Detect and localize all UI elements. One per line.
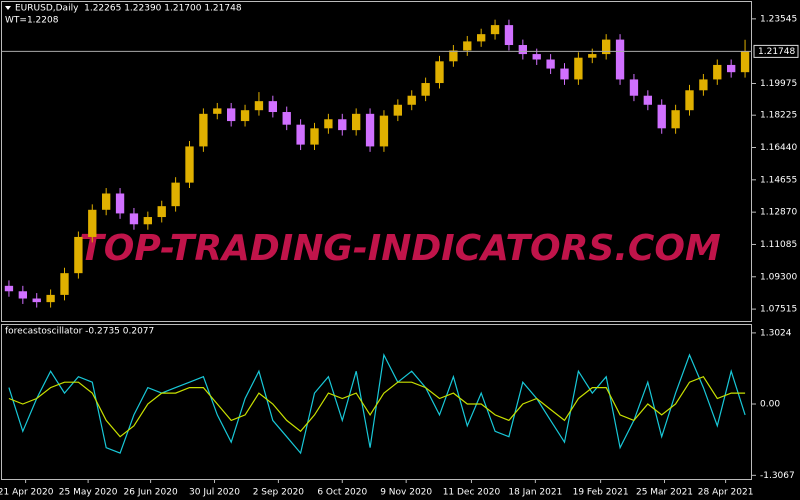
candle-body [407,95,416,105]
y-tick-label: 1.14655 [760,175,797,185]
candle-body [421,83,430,96]
candle-body [18,291,27,299]
x-tick-label: 28 Apr 2021 [698,488,754,498]
candle-body [282,112,291,125]
candle-body [393,104,402,116]
candle-body [352,113,361,131]
x-tick-label: 6 Oct 2020 [317,488,367,498]
x-tick-label: 21 Apr 2020 [0,488,54,498]
candle-body [338,119,347,131]
y-tick-label: 1.18225 [760,111,797,121]
candle-body [435,61,444,84]
oscillator-line [8,352,746,455]
y-tick-label: 1.11085 [760,240,797,250]
oscillator-panel [1,324,752,480]
y-tick-label: 1.23545 [760,14,797,24]
annotation: WT=1.2208 [5,16,59,26]
x-tick-label: 25 Mar 2021 [636,488,693,498]
candle-body [310,128,319,145]
candle-body [365,113,375,147]
x-tick-label: 2 Sep 2020 [253,488,305,498]
candle-body [240,110,250,122]
price-panel [1,1,752,322]
candle-body [546,59,555,69]
last-price-label: 1.21748 [758,47,795,57]
candle-body [477,34,486,42]
candle-body [32,298,41,303]
oscillator-title: forecastoscillator -0.2735 0.2077 [5,327,154,337]
menu-arrow[interactable] [5,6,11,10]
candle-body [602,39,611,55]
candle-body [629,79,639,96]
candle-body [115,193,125,214]
candle-body [296,124,305,145]
candle-body [185,146,194,183]
chart-title: EURUSD,Daily 1.22265 1.22390 1.21700 1.2… [15,4,242,14]
candle-body [574,57,583,80]
y-tick-label: 0.00 [760,399,780,409]
candle-body [740,51,750,73]
candle-body [102,193,111,210]
candle-body [615,39,625,80]
x-tick-label: 30 Jul 2020 [189,488,240,498]
candle-body [699,79,708,91]
y-tick-label: 1.09300 [760,272,797,282]
candle-body [463,41,472,51]
candle-body [449,50,458,62]
candle-body [171,182,180,207]
x-tick-label: 18 Jan 2021 [508,488,562,498]
last-price-box [753,44,799,58]
candle-body [490,25,500,35]
candle-body [643,95,652,105]
candle-body [88,209,97,237]
candle-body [157,206,166,218]
candle-body [532,54,541,60]
candle-body [213,108,222,114]
candle-body [74,236,83,274]
x-tick-label: 11 Dec 2020 [443,488,501,498]
y-tick-label: -1.3067 [760,471,795,481]
y-tick-label: 1.07515 [760,305,797,315]
candle-body [657,104,666,129]
candle-body [560,68,569,80]
x-tick-label: 9 Nov 2020 [380,488,432,498]
candle-body [518,45,527,55]
candle-body [727,64,736,73]
candle-body [379,115,389,147]
x-tick-label: 25 May 2020 [59,488,118,498]
candle-body [588,54,597,58]
watermark: TOP-TRADING-INDICATORS.COM [79,228,721,269]
candle-body [46,294,55,303]
y-tick-label: 1.12870 [760,208,797,218]
candle-body [254,101,264,111]
y-tick-label: 1.19975 [760,79,797,89]
candle-body [60,273,69,295]
x-tick-label: 26 Jun 2020 [124,488,178,498]
candle-body [268,101,277,113]
candle-body [324,119,333,129]
candle-body [713,64,722,80]
candle-body [685,90,694,111]
candle-body [4,285,14,292]
candle-body [129,213,139,225]
x-tick-label: 19 Feb 2021 [573,488,629,498]
y-tick-label: 1.3024 [760,328,792,338]
candle-body [143,217,152,225]
candle-body [671,110,680,129]
y-tick-label: 1.16440 [760,143,797,153]
candle-body [504,25,514,46]
oscillator-line [8,375,746,438]
candle-body [227,108,236,122]
candle-body [199,113,208,147]
